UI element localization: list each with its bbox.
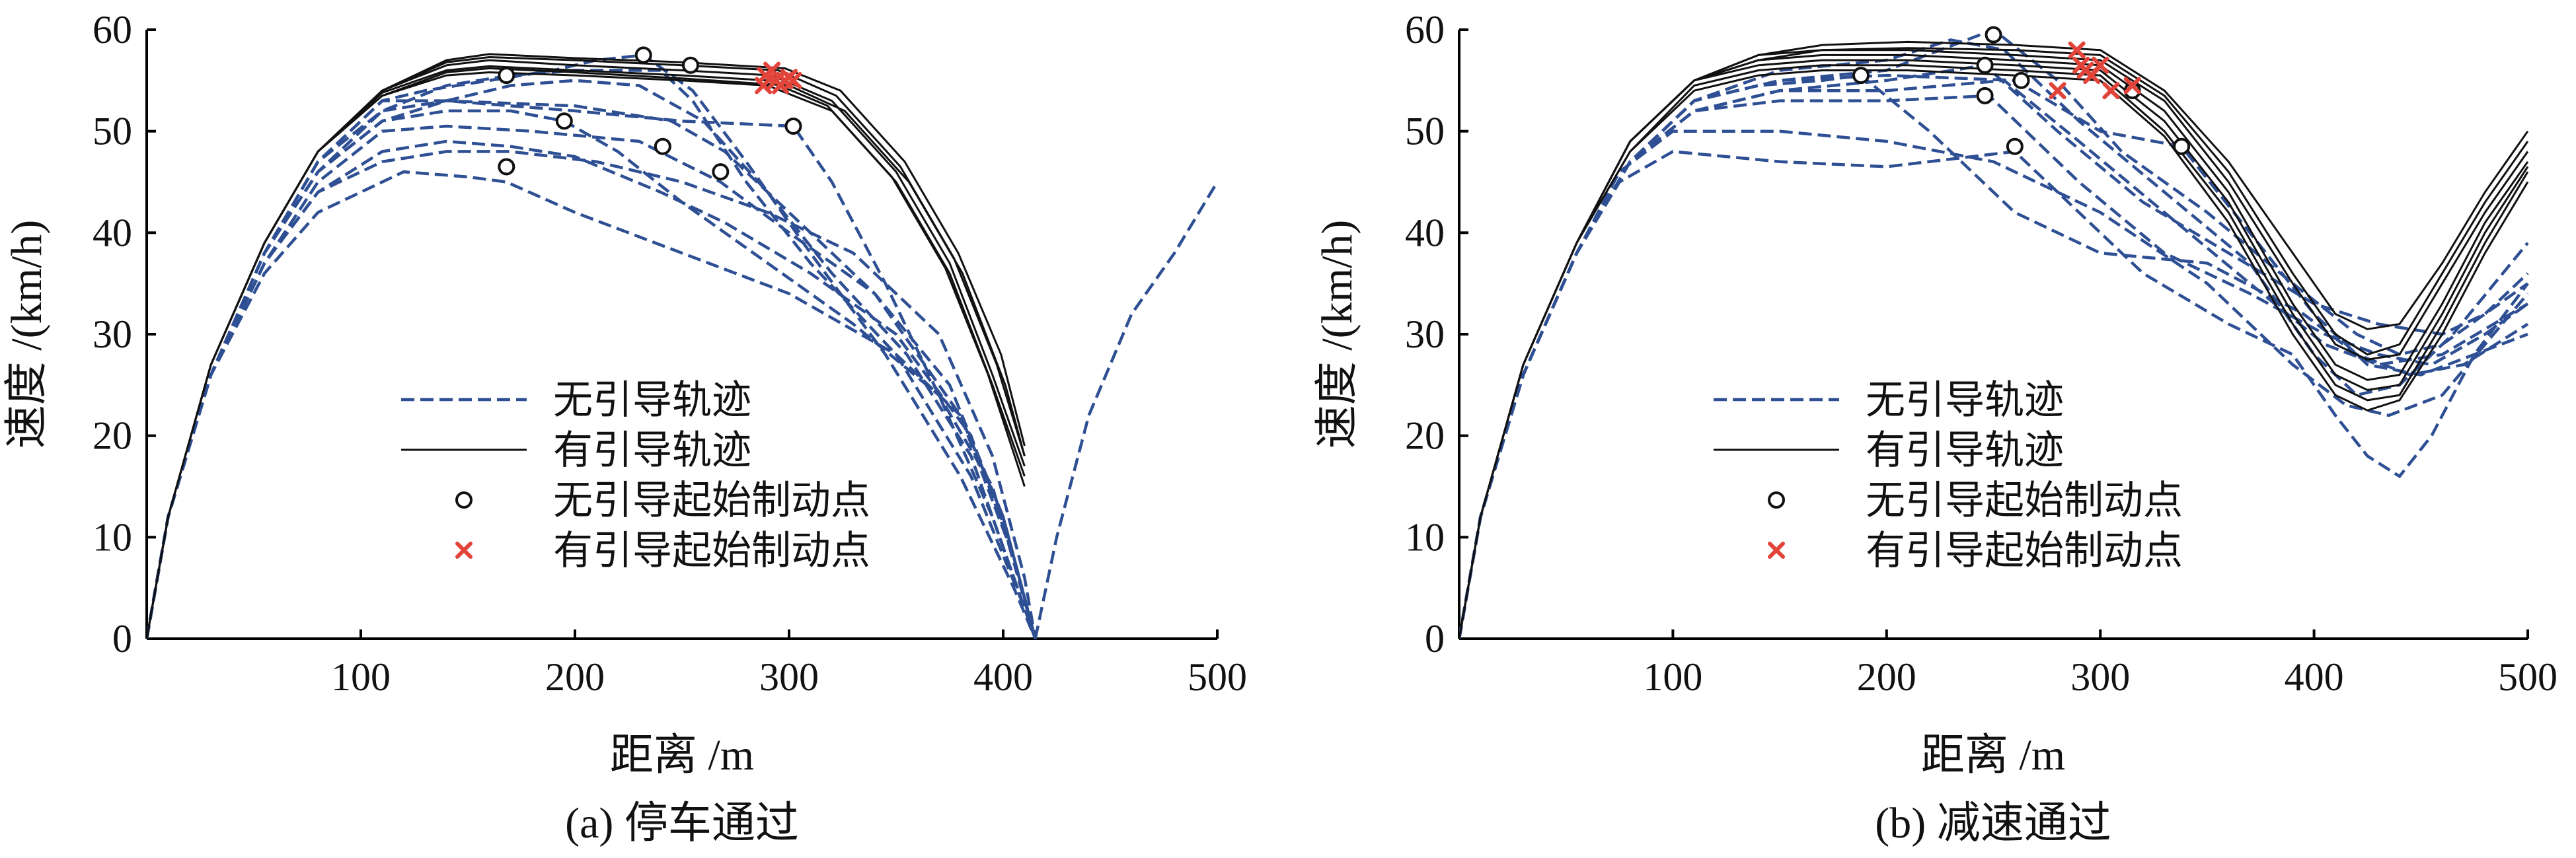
- y-tick-label: 20: [1405, 414, 1445, 458]
- unguided-trajectory-line: [1459, 38, 2529, 639]
- guided-brake-start-point: [2092, 56, 2109, 74]
- guided-trajectory-line: [1459, 47, 2529, 639]
- y-tick-label: 10: [1405, 515, 1445, 559]
- x-tick-label: 500: [2498, 655, 2557, 699]
- y-tick-label: 0: [112, 617, 132, 661]
- guided-brake-start-point: [784, 71, 802, 89]
- unguided-brake-start-point: [498, 158, 515, 176]
- guided-brake-start-point: [2049, 82, 2066, 100]
- legend-label: 无引导轨迹: [553, 378, 751, 422]
- unguided-trajectory-line: [147, 79, 1037, 639]
- unguided-brake-start-point: [634, 46, 652, 64]
- unguided-brake-start-point: [498, 67, 515, 85]
- legend-label: 有引导起始制动点: [1866, 529, 2183, 573]
- y-tick-label: 60: [93, 8, 132, 52]
- x-axis-label: 距离 /m: [1921, 731, 2065, 779]
- x-tick-label: 500: [1188, 655, 1247, 699]
- y-tick-label: 40: [1405, 211, 1445, 254]
- legend-swatch-x: [455, 542, 473, 559]
- legend-label: 有引导起始制动点: [553, 529, 870, 573]
- y-tick-label: 30: [1405, 312, 1445, 356]
- x-tick-label: 300: [759, 655, 819, 699]
- guided-brake-start-point: [2068, 41, 2086, 59]
- y-tick-label: 60: [1405, 8, 1445, 52]
- x-tick-label: 400: [2285, 655, 2344, 699]
- legend-label: 有引导轨迹: [553, 429, 751, 472]
- x-axis-label: 距离 /m: [610, 731, 754, 779]
- legend-swatch-x: [1768, 542, 1785, 559]
- y-tick-label: 50: [93, 110, 132, 153]
- legend-label: 无引导轨迹: [1866, 378, 2064, 422]
- unguided-brake-start-point: [2006, 137, 2024, 155]
- unguided-brake-start-point: [555, 112, 573, 130]
- subfigure-caption: (a) 停车通过: [565, 799, 799, 847]
- guided-trajectory-line: [147, 67, 1026, 639]
- legend-swatch-circle: [1768, 491, 1785, 509]
- unguided-trajectory-line: [1034, 181, 1219, 639]
- unguided-brake-start-point: [1976, 56, 1994, 74]
- unguided-brake-start-point: [681, 56, 699, 74]
- x-tick-label: 200: [1857, 655, 1916, 699]
- plot-area: [147, 53, 1219, 639]
- y-tick-label: 0: [1425, 617, 1445, 661]
- unguided-brake-start-point: [1985, 26, 2002, 44]
- unguided-brake-start-point: [712, 163, 730, 181]
- unguided-trajectory-line: [147, 170, 1037, 639]
- unguided-brake-start-point: [2012, 71, 2030, 89]
- legend-label: 无引导起始制动点: [1866, 479, 2183, 522]
- legend-swatch-circle: [455, 491, 473, 509]
- y-tick-label: 10: [93, 515, 132, 559]
- x-tick-label: 100: [1643, 655, 1702, 699]
- x-tick-label: 100: [331, 655, 391, 699]
- unguided-brake-start-point: [654, 137, 671, 155]
- x-tick-label: 200: [545, 655, 605, 699]
- guided-brake-start-point: [763, 61, 781, 79]
- subfigure-caption: (b) 减速通过: [1875, 799, 2111, 847]
- guided-brake-start-point: [2102, 82, 2120, 100]
- y-tick-label: 40: [93, 211, 132, 254]
- guided-brake-start-point: [2123, 77, 2141, 94]
- unguided-brake-start-point: [1976, 87, 1994, 104]
- unguided-brake-start-point: [1852, 67, 1870, 85]
- y-axis-label: 速度 /(km/h): [3, 220, 51, 448]
- legend-label: 无引导起始制动点: [553, 479, 870, 522]
- y-tick-label: 20: [93, 414, 132, 458]
- unguided-brake-start-point: [784, 117, 802, 135]
- unguided-trajectory-line: [1459, 129, 2529, 639]
- x-tick-label: 400: [973, 655, 1033, 699]
- x-tick-label: 300: [2070, 655, 2130, 699]
- unguided-brake-start-point: [2173, 137, 2191, 155]
- y-tick-label: 30: [93, 312, 132, 356]
- chart-panel-b: 0 10 20 30 40 50 60 100 200 300 400 500 距离 /m 速度 /(km…: [1313, 8, 2557, 847]
- chart-panel-a: 0 10 20 30 40 50 60 100 200 300 400 500 距离 /m 速度 /(km…: [3, 8, 1247, 847]
- y-axis-label: 速度 /(km/h): [1313, 220, 1361, 448]
- y-tick-label: 50: [1405, 110, 1445, 153]
- legend-label: 有引导轨迹: [1866, 429, 2064, 472]
